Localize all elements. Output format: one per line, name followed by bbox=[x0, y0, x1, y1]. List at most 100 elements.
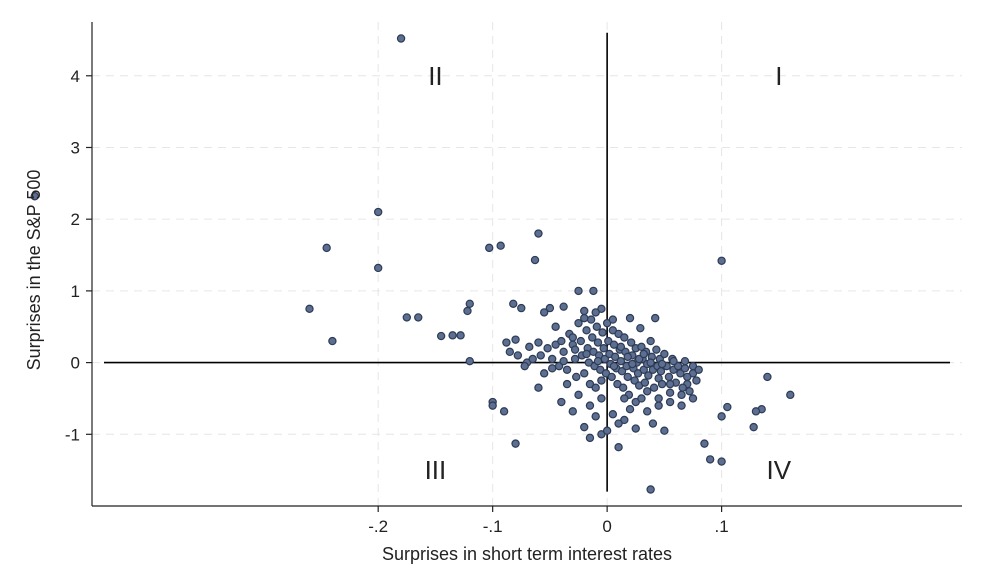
scatter-point bbox=[517, 303, 526, 313]
scatter-point bbox=[559, 347, 568, 357]
scatter-point bbox=[680, 356, 690, 366]
scatter-point bbox=[545, 303, 555, 313]
scatter-point bbox=[705, 455, 715, 464]
scatter-point bbox=[488, 401, 497, 410]
scatter-point bbox=[665, 397, 675, 407]
scatter-point bbox=[665, 379, 675, 389]
scatter-point bbox=[637, 394, 646, 403]
scatter-point bbox=[589, 286, 598, 296]
scatter-point bbox=[609, 361, 619, 371]
scatter-point bbox=[677, 390, 686, 400]
scatter-point bbox=[591, 308, 600, 317]
scatter-point bbox=[328, 336, 337, 346]
scatter-point bbox=[749, 422, 758, 432]
scatter-point bbox=[543, 344, 552, 353]
scatter-point bbox=[651, 313, 660, 323]
scatter-point bbox=[700, 439, 709, 448]
scatter-point bbox=[636, 323, 645, 333]
y-axis-title: Surprises in the S&P 500 bbox=[24, 170, 44, 371]
scatter-point bbox=[568, 333, 577, 342]
scatter-point bbox=[623, 372, 632, 382]
scatter-point bbox=[580, 306, 589, 316]
scatter-point bbox=[396, 34, 406, 43]
scatter-point bbox=[572, 372, 581, 382]
scatter-point bbox=[305, 304, 314, 314]
scatter-point bbox=[456, 331, 465, 340]
scatter-point bbox=[637, 342, 646, 352]
scatter-point bbox=[608, 315, 618, 324]
scatter-point bbox=[505, 347, 515, 357]
scatter-point bbox=[626, 338, 636, 347]
scatter-point bbox=[557, 336, 566, 346]
scatter-point bbox=[660, 349, 669, 359]
scatter-point bbox=[593, 356, 603, 366]
scatter-point bbox=[625, 313, 635, 323]
scatter-point bbox=[511, 335, 520, 344]
data-points bbox=[30, 34, 795, 494]
scatter-point bbox=[717, 457, 726, 466]
scatter-point bbox=[574, 318, 583, 328]
scatter-point bbox=[617, 366, 627, 376]
scatter-point bbox=[660, 426, 669, 435]
scatter-point bbox=[539, 308, 549, 317]
scatter-point bbox=[597, 394, 606, 403]
scatter-point bbox=[539, 369, 549, 378]
x-tick-label: -.2 bbox=[368, 517, 388, 536]
scatter-point bbox=[557, 397, 566, 407]
scatter-point bbox=[586, 315, 596, 324]
scatter-point bbox=[644, 371, 653, 380]
scatter-point bbox=[648, 419, 658, 428]
scatter-point bbox=[685, 387, 694, 396]
scatter-point bbox=[414, 313, 423, 322]
scatter-point bbox=[786, 390, 795, 400]
scatter-point bbox=[576, 336, 586, 346]
scatter-point bbox=[676, 369, 685, 378]
scatter-point bbox=[499, 407, 509, 416]
scatter-point bbox=[654, 394, 663, 403]
scatter-point bbox=[559, 302, 568, 311]
scatter-point bbox=[646, 336, 655, 346]
scatter-point bbox=[585, 401, 595, 410]
scatter-point bbox=[628, 359, 637, 369]
scatter-point bbox=[623, 352, 632, 362]
scatter-point bbox=[591, 383, 600, 392]
y-tick-label: -1 bbox=[65, 425, 80, 444]
y-tick-label: 1 bbox=[71, 282, 80, 301]
scatter-point bbox=[520, 361, 529, 371]
quadrant-label: IV bbox=[767, 455, 792, 485]
scatter-point bbox=[665, 388, 675, 397]
scatter-point bbox=[436, 331, 446, 341]
scatter-point bbox=[528, 354, 537, 364]
scatter-point bbox=[694, 365, 703, 374]
scatter-point bbox=[448, 331, 457, 340]
axes: -1 0 1 2 3 4 -.2 -.1 0 .1 bbox=[65, 22, 962, 536]
scatter-point bbox=[598, 328, 607, 337]
scatter-point bbox=[585, 433, 595, 443]
scatter-point bbox=[534, 383, 543, 392]
scatter-point bbox=[646, 358, 655, 367]
x-tick-label: .1 bbox=[715, 517, 729, 536]
scatter-point bbox=[525, 342, 534, 352]
scatter-point bbox=[678, 383, 687, 392]
scatter-point bbox=[669, 356, 678, 366]
scatter-point bbox=[593, 338, 603, 347]
scatter-point bbox=[530, 255, 540, 265]
scatter-point bbox=[463, 306, 472, 316]
quadrant-label: III bbox=[425, 455, 447, 485]
scatter-point bbox=[547, 354, 557, 364]
scatter-point bbox=[574, 286, 583, 296]
scatter-point bbox=[509, 299, 518, 308]
scatter-point bbox=[465, 299, 474, 308]
scatter-point bbox=[534, 229, 543, 238]
y-tick-label: 4 bbox=[71, 67, 80, 86]
scatter-point bbox=[642, 407, 652, 416]
scatter-point bbox=[634, 354, 644, 364]
scatter-point bbox=[652, 345, 661, 354]
quadrant-label: I bbox=[775, 61, 782, 91]
gridlines bbox=[92, 22, 962, 506]
scatter-point bbox=[534, 338, 543, 347]
scatter-point bbox=[654, 401, 663, 410]
x-tick-label: 0 bbox=[602, 517, 611, 536]
scatter-point bbox=[570, 354, 580, 364]
